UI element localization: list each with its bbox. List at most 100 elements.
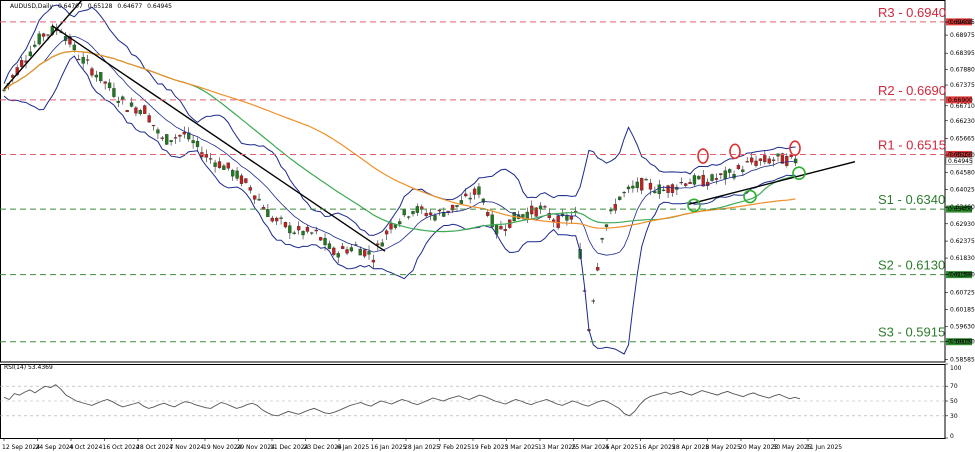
candle-body xyxy=(521,214,525,218)
candle-body xyxy=(279,217,283,219)
candle-body xyxy=(600,238,604,240)
date-tick-label: 11 Jun 2025 xyxy=(806,444,842,451)
candle-body xyxy=(103,81,107,84)
candle-body xyxy=(679,182,683,184)
candle-body xyxy=(358,248,362,256)
candle-body xyxy=(763,155,767,163)
candle-body xyxy=(635,181,639,189)
candle-body xyxy=(481,198,486,203)
ma200-line xyxy=(3,50,796,229)
candle-body xyxy=(182,132,186,135)
candle-body xyxy=(741,169,745,172)
date-tick-label: 7 Feb 2025 xyxy=(438,444,472,451)
candle-body xyxy=(310,232,314,234)
candle-body xyxy=(41,33,46,37)
candle-body xyxy=(46,34,50,36)
candle-body xyxy=(618,196,622,200)
date-tick-label: 3 Mar 2025 xyxy=(505,444,539,451)
candle-body xyxy=(288,225,292,234)
resistance-touch-marker xyxy=(697,148,709,164)
date-tick-label: 4 Apr 2025 xyxy=(605,444,638,451)
ma100-line xyxy=(3,50,796,233)
candle-body xyxy=(297,226,301,231)
date-tick-label: 19 Feb 2025 xyxy=(471,444,509,451)
rsi-line xyxy=(3,384,801,417)
rsi-tick-label: 50 xyxy=(950,398,958,405)
date-tick-label: 12 Sep 2024 xyxy=(2,444,40,451)
candle-body xyxy=(433,215,437,221)
candle-body xyxy=(776,153,780,157)
resistance-touch-marker xyxy=(729,143,741,160)
level-label: S2 - 0.6130 xyxy=(878,258,945,273)
chart-open: 0.64707 xyxy=(58,3,83,10)
candle-body xyxy=(332,247,336,255)
candle-body xyxy=(371,259,376,263)
level-price-tag-text: 0.63400 xyxy=(948,206,973,213)
candle-body xyxy=(596,267,600,271)
trendline-up-recent xyxy=(687,160,856,206)
candle-body xyxy=(94,74,99,78)
candle-body xyxy=(591,300,595,302)
date-tick-label: 24 Sep 2024 xyxy=(36,444,74,451)
candle-body xyxy=(318,237,323,241)
price-tick-label: 0.64580 xyxy=(950,169,975,176)
rsi-tick-label: 0 xyxy=(950,433,954,440)
candle-body xyxy=(393,224,398,228)
candle-body xyxy=(33,44,37,47)
current-price-text: 0.64945 xyxy=(948,158,973,165)
candle-body xyxy=(569,215,573,220)
rsi-title: RSI(14) 53.4369 xyxy=(4,364,53,371)
candle-body xyxy=(530,205,534,215)
candle-body xyxy=(231,170,235,177)
candle-body xyxy=(178,134,182,137)
date-tick-label: 16 Apr 2025 xyxy=(639,444,676,451)
bollinger-middle xyxy=(3,35,796,256)
price-tick-label: 0.61300 xyxy=(950,272,975,279)
date-tick-label: 28 Jan 2025 xyxy=(404,444,440,451)
candle-body xyxy=(662,189,666,191)
level-price-tag-text: 0.59150 xyxy=(948,339,973,346)
level-price-tag xyxy=(946,96,972,104)
date-tick-label: 19 Nov 2024 xyxy=(203,444,242,451)
price-tick-label: 0.66710 xyxy=(950,103,975,110)
candle-body xyxy=(81,57,85,64)
candle-body xyxy=(490,214,494,228)
candle-body xyxy=(644,179,648,181)
price-tick-label: 0.65130 xyxy=(950,152,975,159)
price-tick-label: 0.68975 xyxy=(950,32,975,39)
date-tick-label: 30 May 2025 xyxy=(773,444,812,451)
candle-body xyxy=(688,182,692,185)
chart-high: 0.65128 xyxy=(88,3,113,10)
candle-body xyxy=(160,137,164,139)
candle-body xyxy=(411,211,415,215)
candle-body xyxy=(384,230,389,235)
date-tick-label: 16 Oct 2024 xyxy=(103,444,140,451)
rsi-tick-label: 70 xyxy=(950,383,958,390)
level-price-tag-text: 0.61300 xyxy=(948,272,973,279)
candle-body xyxy=(543,206,547,208)
trendline-down xyxy=(51,25,386,252)
chart-close: 0.64945 xyxy=(147,3,172,10)
candle-body xyxy=(472,188,477,195)
level-label: S1 - 0.6340 xyxy=(878,192,945,207)
candle-body xyxy=(121,96,125,100)
price-tick-label: 0.60725 xyxy=(950,290,975,297)
price-tick-label: 0.62930 xyxy=(950,221,975,228)
candles xyxy=(2,23,798,332)
price-panel-frame xyxy=(0,0,946,363)
chart-header: AUDUSD,Daily 0.64707 0.65128 0.64677 0.6… xyxy=(10,3,172,10)
candle-body xyxy=(710,174,714,181)
date-tick-label: 11 Dec 2024 xyxy=(270,444,309,451)
date-tick-label: 23 Dec 2024 xyxy=(304,444,343,451)
price-tick-label: 0.63460 xyxy=(950,204,975,211)
candle-body xyxy=(749,157,754,163)
candle-body xyxy=(785,155,789,166)
candle-body xyxy=(129,102,134,107)
candle-body xyxy=(327,243,332,249)
date-tick-label: 4 Oct 2024 xyxy=(69,444,102,451)
candle-body xyxy=(648,182,653,190)
bollinger-lower xyxy=(3,55,796,355)
candle-body xyxy=(275,217,279,222)
